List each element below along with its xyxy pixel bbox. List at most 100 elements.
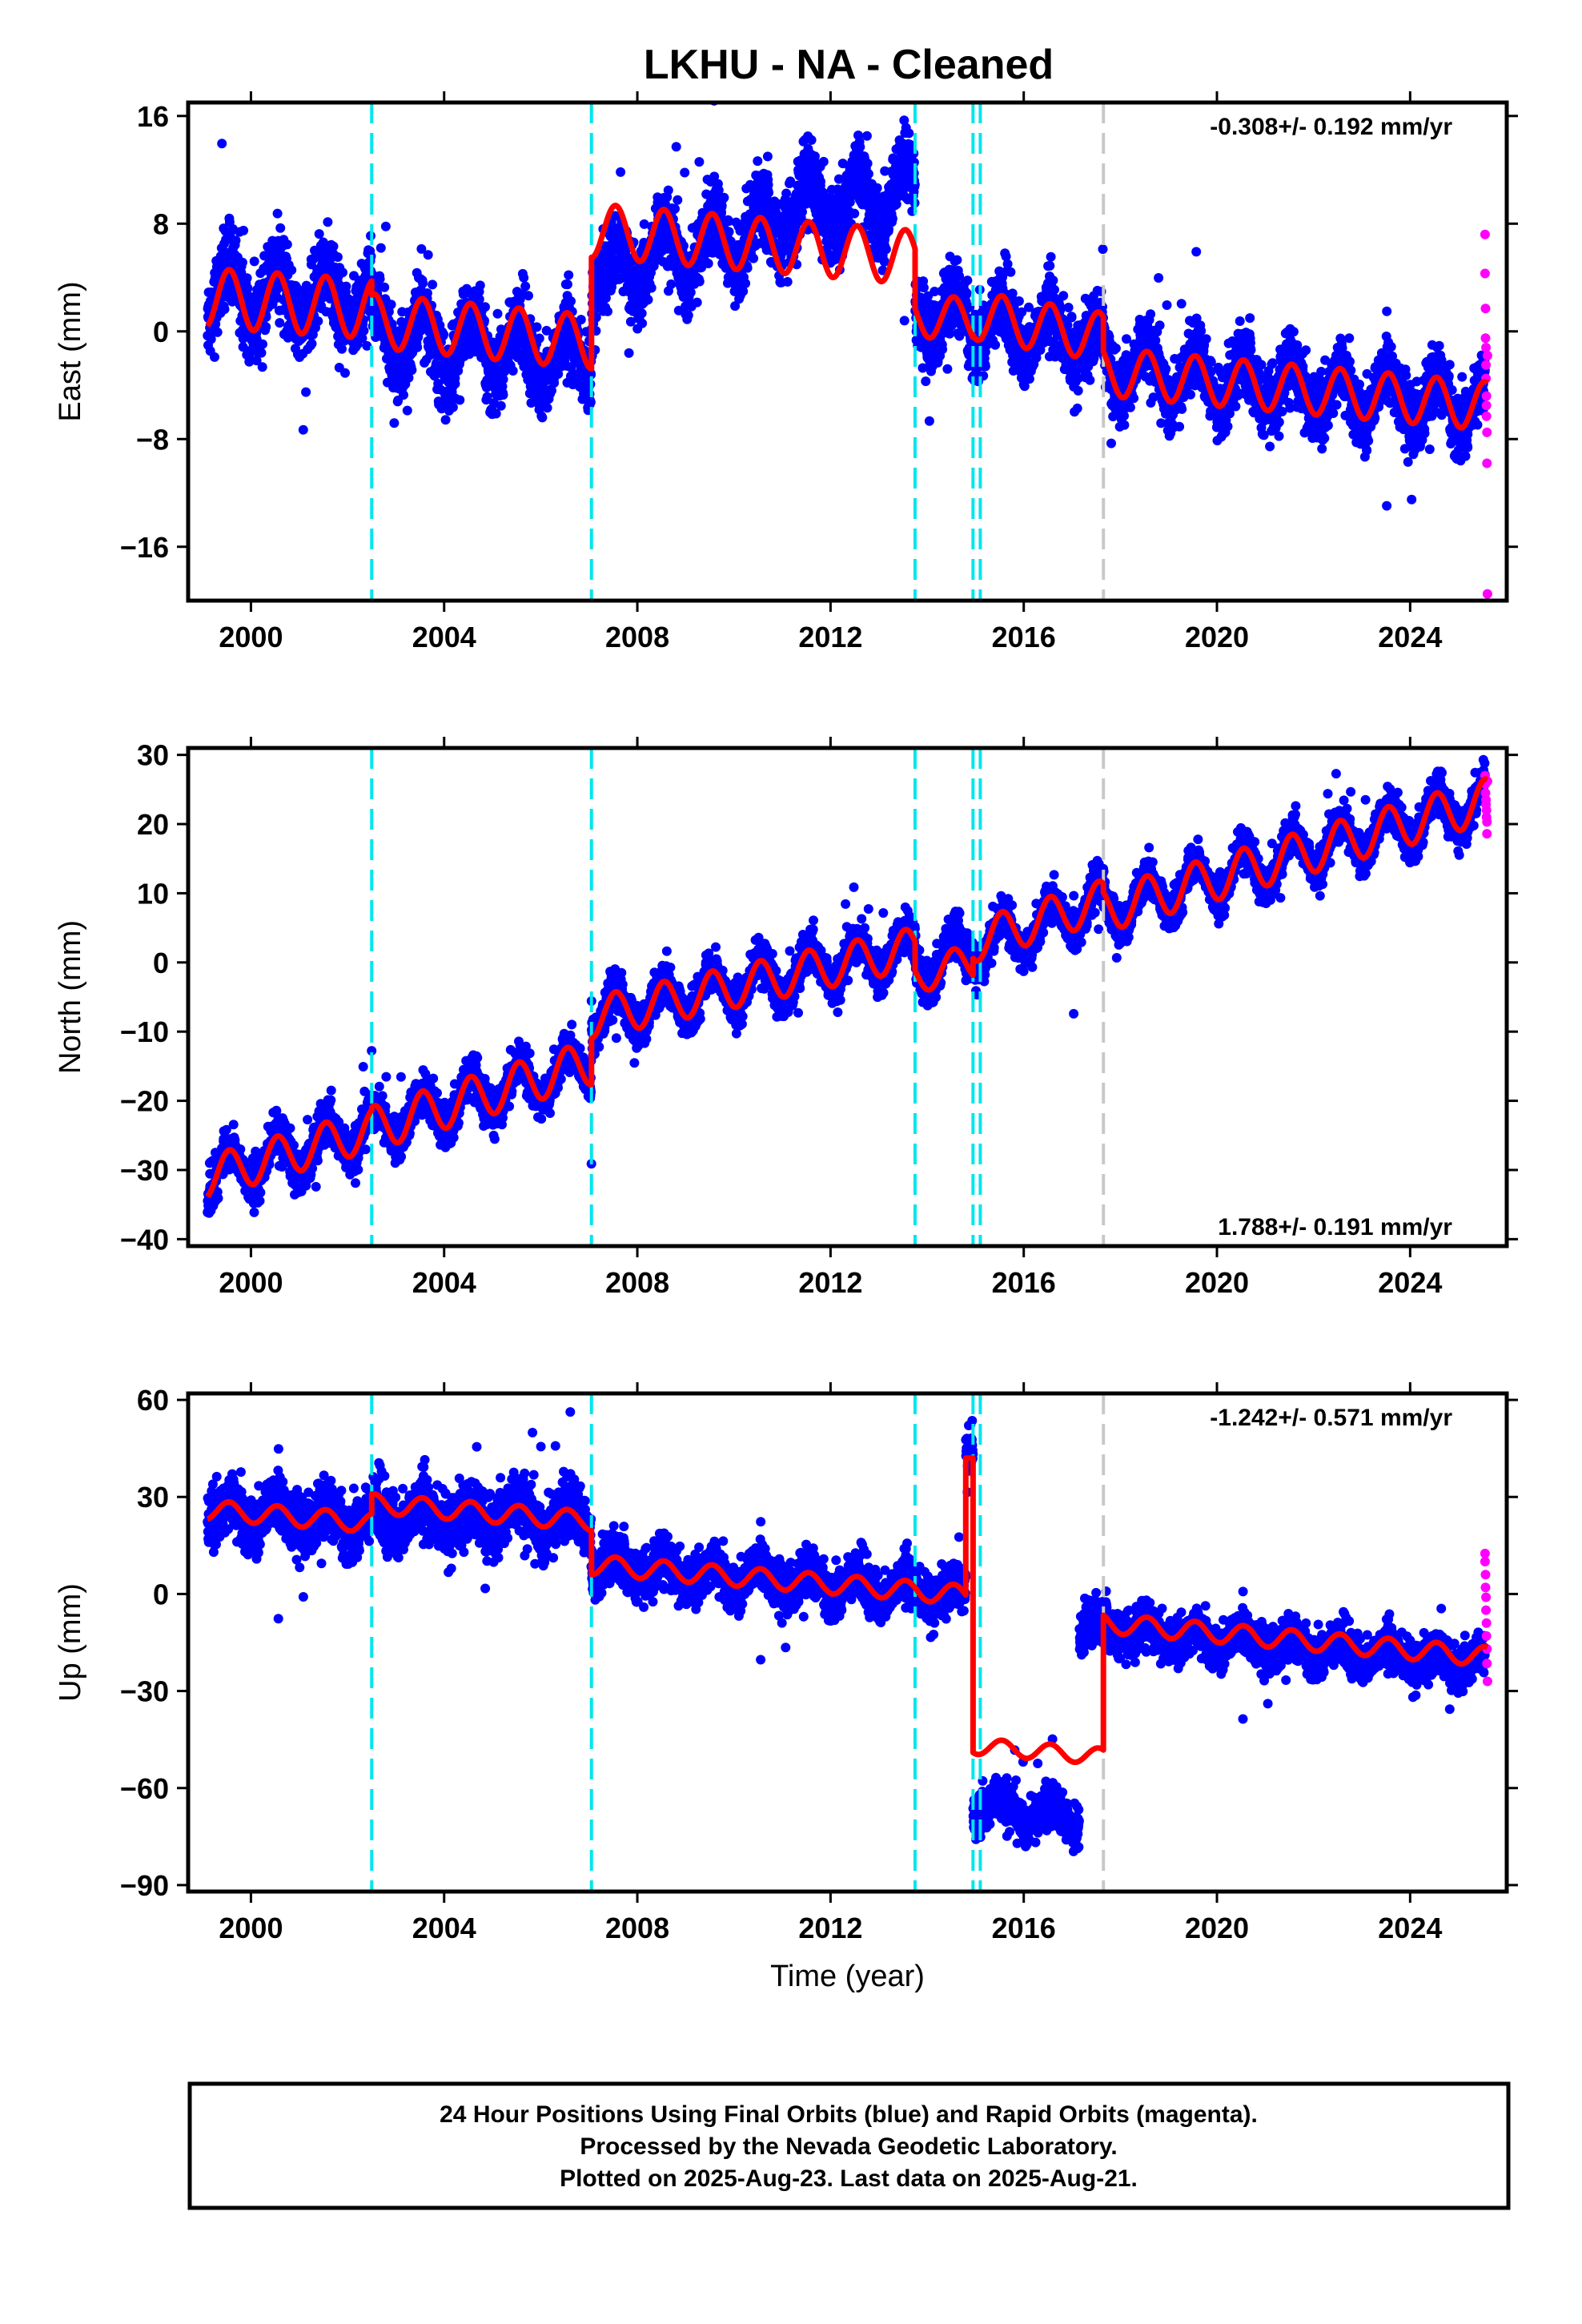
final-orbit-point xyxy=(636,308,647,319)
final-orbit-point xyxy=(855,142,865,152)
final-orbit-point xyxy=(341,281,351,292)
plot-area xyxy=(203,103,1492,601)
final-orbit-point xyxy=(249,256,259,267)
final-orbit-point xyxy=(210,352,219,362)
final-orbit-point xyxy=(861,131,872,141)
final-orbit-point xyxy=(585,397,596,408)
final-orbit-point xyxy=(1125,402,1135,412)
final-orbit-point xyxy=(328,241,339,251)
final-orbit-point xyxy=(480,302,490,312)
final-orbit-point xyxy=(670,203,680,214)
final-orbit-point xyxy=(298,424,308,435)
final-orbit-point xyxy=(694,276,705,287)
final-orbit-point xyxy=(694,157,705,167)
final-orbit-point xyxy=(685,287,696,298)
final-orbit-point xyxy=(455,395,465,405)
final-orbit-point xyxy=(380,221,391,231)
final-orbit-point xyxy=(663,185,673,195)
final-orbit-point xyxy=(423,250,433,260)
final-orbit-point xyxy=(242,273,252,283)
final-orbit-point xyxy=(881,244,891,255)
final-orbit-point xyxy=(1085,375,1095,385)
final-orbit-point xyxy=(239,225,249,235)
final-orbit-point xyxy=(703,259,713,268)
final-orbit-point xyxy=(1119,420,1130,430)
final-orbit-point xyxy=(741,278,751,288)
final-orbit-point xyxy=(407,365,417,376)
final-orbit-point xyxy=(520,281,531,292)
final-orbit-point xyxy=(418,278,428,288)
final-orbit-point xyxy=(1014,296,1024,306)
final-orbit-point xyxy=(905,139,915,150)
final-orbit-point xyxy=(872,183,882,193)
final-orbit-point xyxy=(1072,403,1082,413)
final-orbit-point xyxy=(990,340,1001,350)
final-orbit-point xyxy=(212,327,223,337)
final-orbit-point xyxy=(359,325,369,336)
final-orbit-point xyxy=(680,167,690,178)
final-orbit-point xyxy=(422,288,432,299)
final-orbit-point xyxy=(482,392,492,402)
final-orbit-point xyxy=(282,239,292,250)
final-orbit-point xyxy=(666,279,677,289)
final-orbit-point xyxy=(673,195,683,205)
final-orbit-point xyxy=(272,208,283,219)
final-orbit-point xyxy=(251,356,262,366)
final-orbit-point xyxy=(475,280,485,291)
final-orbit-point xyxy=(1098,244,1108,255)
final-orbit-point xyxy=(863,169,873,179)
final-orbit-point xyxy=(491,408,501,419)
final-orbit-point xyxy=(762,151,773,162)
final-orbit-point xyxy=(261,322,271,332)
final-orbit-point xyxy=(450,379,460,389)
final-orbit-point xyxy=(532,322,542,332)
final-orbit-point xyxy=(782,276,793,287)
final-orbit-point xyxy=(643,295,653,305)
final-orbit-point xyxy=(448,402,458,412)
final-orbit-point xyxy=(206,334,216,344)
final-orbit-point xyxy=(921,376,931,387)
final-orbit-point xyxy=(389,418,400,428)
final-orbit-point xyxy=(671,142,681,152)
final-orbit-point xyxy=(313,316,323,326)
final-orbit-point xyxy=(1058,291,1069,301)
final-orbit-point xyxy=(314,229,324,239)
final-orbit-point xyxy=(1073,385,1083,396)
final-orbit-point xyxy=(379,282,390,292)
final-orbit-point xyxy=(301,387,311,397)
final-orbit-point xyxy=(1050,284,1059,295)
final-orbit-point xyxy=(244,356,255,367)
final-orbit-point xyxy=(816,176,825,187)
final-orbit-point xyxy=(576,315,586,325)
final-orbit-point xyxy=(1106,438,1116,448)
final-orbit-point xyxy=(386,300,396,310)
final-orbit-point xyxy=(440,415,451,425)
final-orbit-point xyxy=(537,412,548,423)
final-orbit-point xyxy=(307,339,317,349)
final-orbit-point xyxy=(806,135,817,145)
final-orbit-point xyxy=(818,156,829,167)
final-orbit-point xyxy=(692,297,702,308)
final-orbit-point xyxy=(549,378,560,388)
final-orbit-point xyxy=(257,362,267,372)
final-orbit-point xyxy=(337,344,347,354)
final-orbit-point xyxy=(849,208,860,219)
final-orbit-point xyxy=(980,361,990,372)
final-orbit-point xyxy=(362,340,372,351)
final-orbit-point xyxy=(496,400,506,411)
final-orbit-points xyxy=(203,103,1490,511)
final-orbit-point xyxy=(942,364,953,374)
final-orbit-point xyxy=(498,390,508,400)
final-orbit-point xyxy=(962,287,972,298)
final-orbit-point xyxy=(781,188,792,199)
final-orbit-point xyxy=(217,139,227,149)
final-orbit-point xyxy=(375,243,386,253)
figure-title: LKHU - NA - Cleaned xyxy=(644,42,1054,88)
final-orbit-point xyxy=(275,318,285,328)
final-orbit-point xyxy=(646,283,656,293)
final-orbit-point xyxy=(616,167,626,177)
final-orbit-point xyxy=(938,344,948,355)
final-orbit-point xyxy=(637,318,648,328)
final-orbit-point xyxy=(904,128,914,139)
